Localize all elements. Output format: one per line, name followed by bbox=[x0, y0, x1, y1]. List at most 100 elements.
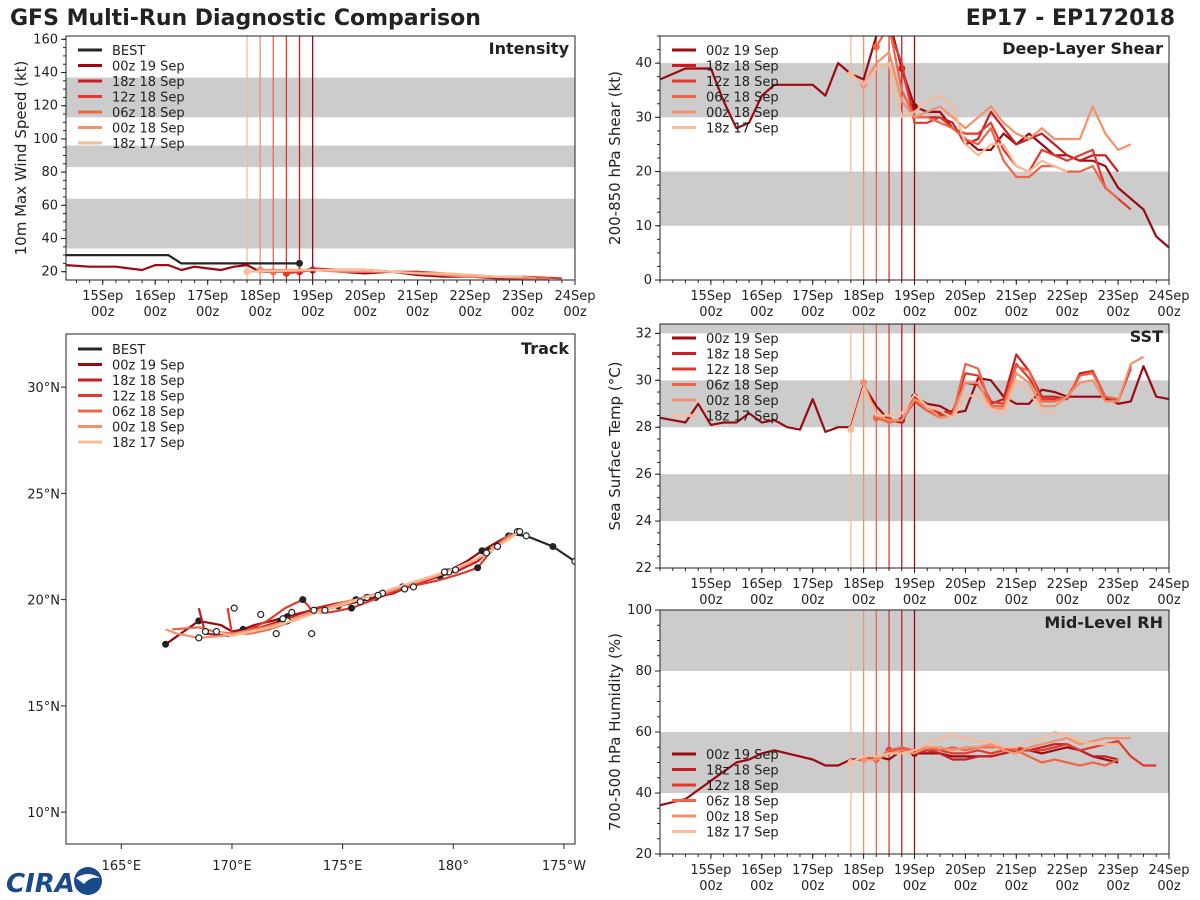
panel-title: Intensity bbox=[489, 39, 570, 58]
track-marker-open bbox=[409, 583, 418, 591]
y-tick-label: 100 bbox=[33, 132, 58, 147]
sst-panel: 22242628303215Sep00z16Sep00z17Sep00z18Se… bbox=[606, 323, 1190, 608]
series-marker bbox=[860, 379, 868, 387]
x-tick-sublabel: 00z bbox=[1157, 879, 1181, 894]
track-marker-open bbox=[230, 604, 238, 612]
x-tick-label: 24Sep bbox=[554, 289, 595, 304]
x-tick-label: 15Sep bbox=[690, 863, 731, 878]
x-tick-label: 24Sep bbox=[1148, 289, 1189, 304]
legend-label: 00z 19 Sep bbox=[112, 359, 185, 374]
x-tick-label: 18Sep bbox=[843, 289, 884, 304]
series-line bbox=[66, 264, 471, 278]
x-tick-label: 22Sep bbox=[1047, 577, 1088, 592]
y-tick-label: 32 bbox=[635, 326, 652, 341]
y-tick-label: 24 bbox=[635, 514, 652, 529]
x-tick-label: 15Sep bbox=[82, 289, 123, 304]
y-tick-label: 15°N bbox=[27, 700, 60, 715]
track-marker-open bbox=[310, 606, 318, 614]
track-marker-filled bbox=[162, 640, 170, 648]
series-marker bbox=[872, 43, 880, 51]
legend-label: BEST bbox=[112, 343, 145, 358]
x-tick-label: 22Sep bbox=[450, 289, 491, 304]
track-marker-open bbox=[321, 606, 329, 614]
series-line bbox=[850, 61, 1068, 173]
track-marker-open bbox=[356, 598, 364, 606]
y-tick-label: 30 bbox=[635, 373, 652, 388]
legend-label: 12z 18 Sep bbox=[706, 75, 779, 90]
x-tick-label: 23Sep bbox=[502, 289, 543, 304]
x-tick-label: 19Sep bbox=[894, 577, 935, 592]
x-tick-label: 16Sep bbox=[741, 289, 782, 304]
logo-text: CIRA bbox=[6, 869, 75, 899]
x-tick-sublabel: 00z bbox=[563, 305, 587, 320]
legend-label: 18z 17 Sep bbox=[112, 137, 185, 152]
x-tick-label: 180° bbox=[438, 859, 469, 874]
axes-frame bbox=[65, 333, 576, 845]
legend-label: 00z 18 Sep bbox=[706, 394, 779, 409]
track-marker-filled bbox=[347, 604, 355, 612]
x-tick-label: 19Sep bbox=[292, 289, 333, 304]
track-marker-open bbox=[493, 542, 502, 551]
track-marker-filled bbox=[474, 564, 482, 572]
x-tick-sublabel: 00z bbox=[1005, 879, 1029, 894]
legend-label: 06z 18 Sep bbox=[706, 91, 779, 106]
x-tick-label: 22Sep bbox=[1047, 289, 1088, 304]
panel-title: Track bbox=[521, 339, 569, 358]
legend-label: 18z 17 Sep bbox=[706, 410, 779, 425]
series-line bbox=[849, 379, 1055, 430]
y-tick-label: 10°N bbox=[27, 806, 60, 821]
legend-label: 00z 18 Sep bbox=[706, 106, 779, 121]
legend-label: 18z 18 Sep bbox=[706, 60, 779, 75]
x-tick-label: 23Sep bbox=[1098, 577, 1139, 592]
panel-title: SST bbox=[1130, 327, 1163, 346]
track-marker-filled bbox=[549, 543, 557, 550]
series-line bbox=[660, 746, 1119, 807]
x-tick-label: 15Sep bbox=[690, 577, 731, 592]
track-marker-open bbox=[482, 549, 491, 557]
y-tick-label: 60 bbox=[635, 725, 652, 740]
track-panel: 165°E 170°E 175°E 180° 175°W 10°N 15°N 20°N 25°N… bbox=[27, 333, 586, 874]
x-tick-label: 22Sep bbox=[1047, 863, 1088, 878]
series-line bbox=[862, 355, 1145, 422]
x-tick-sublabel: 00z bbox=[801, 879, 825, 894]
x-tick-label: 165°E bbox=[102, 859, 142, 874]
track-marker-open bbox=[272, 630, 280, 638]
y-axis-label: 10m Max Wind Speed (kt) bbox=[12, 61, 30, 256]
x-tick-sublabel: 00z bbox=[954, 879, 978, 894]
track-line bbox=[216, 530, 521, 637]
x-tick-label: 16Sep bbox=[741, 863, 782, 878]
x-tick-sublabel: 00z bbox=[801, 593, 825, 608]
legend-label: 18z 18 Sep bbox=[112, 374, 185, 389]
x-tick-sublabel: 00z bbox=[353, 305, 377, 320]
series-line bbox=[850, 730, 1119, 764]
y-tick-label: 30 bbox=[635, 110, 652, 125]
y-axis-label: 700-500 hPa Humidity (%) bbox=[606, 633, 624, 831]
panel-title: Deep-Layer Shear bbox=[1002, 39, 1163, 58]
series-marker bbox=[847, 759, 855, 766]
track-marker-open bbox=[308, 630, 316, 638]
x-tick-label: 20Sep bbox=[945, 289, 986, 304]
y-tick-label: 120 bbox=[33, 99, 58, 114]
y-tick-label: 20 bbox=[41, 265, 58, 280]
legend-label: 00z 18 Sep bbox=[706, 810, 779, 825]
category-band bbox=[66, 198, 575, 249]
track-marker-open bbox=[522, 532, 530, 540]
x-tick-sublabel: 00z bbox=[852, 879, 876, 894]
legend-label: 18z 17 Sep bbox=[706, 826, 779, 841]
y-tick-label: 30°N bbox=[27, 381, 60, 396]
y-tick-label: 60 bbox=[41, 198, 58, 213]
y-axis-label: Sea Surface Temp (°C) bbox=[606, 361, 624, 530]
series-marker bbox=[847, 70, 855, 78]
legend-label: 00z 18 Sep bbox=[112, 421, 185, 436]
x-tick-label: 17Sep bbox=[792, 863, 833, 878]
track-marker-open bbox=[279, 615, 287, 623]
x-tick-sublabel: 00z bbox=[750, 305, 774, 320]
series-group bbox=[66, 254, 562, 280]
x-tick-label: 21Sep bbox=[996, 289, 1037, 304]
y-tick-label: 28 bbox=[635, 420, 652, 435]
legend-label: 18z 18 Sep bbox=[706, 764, 779, 779]
x-tick-sublabel: 00z bbox=[1157, 305, 1181, 320]
x-tick-label: 19Sep bbox=[894, 863, 935, 878]
y-tick-label: 100 bbox=[627, 603, 652, 618]
x-tick-label: 23Sep bbox=[1098, 863, 1139, 878]
